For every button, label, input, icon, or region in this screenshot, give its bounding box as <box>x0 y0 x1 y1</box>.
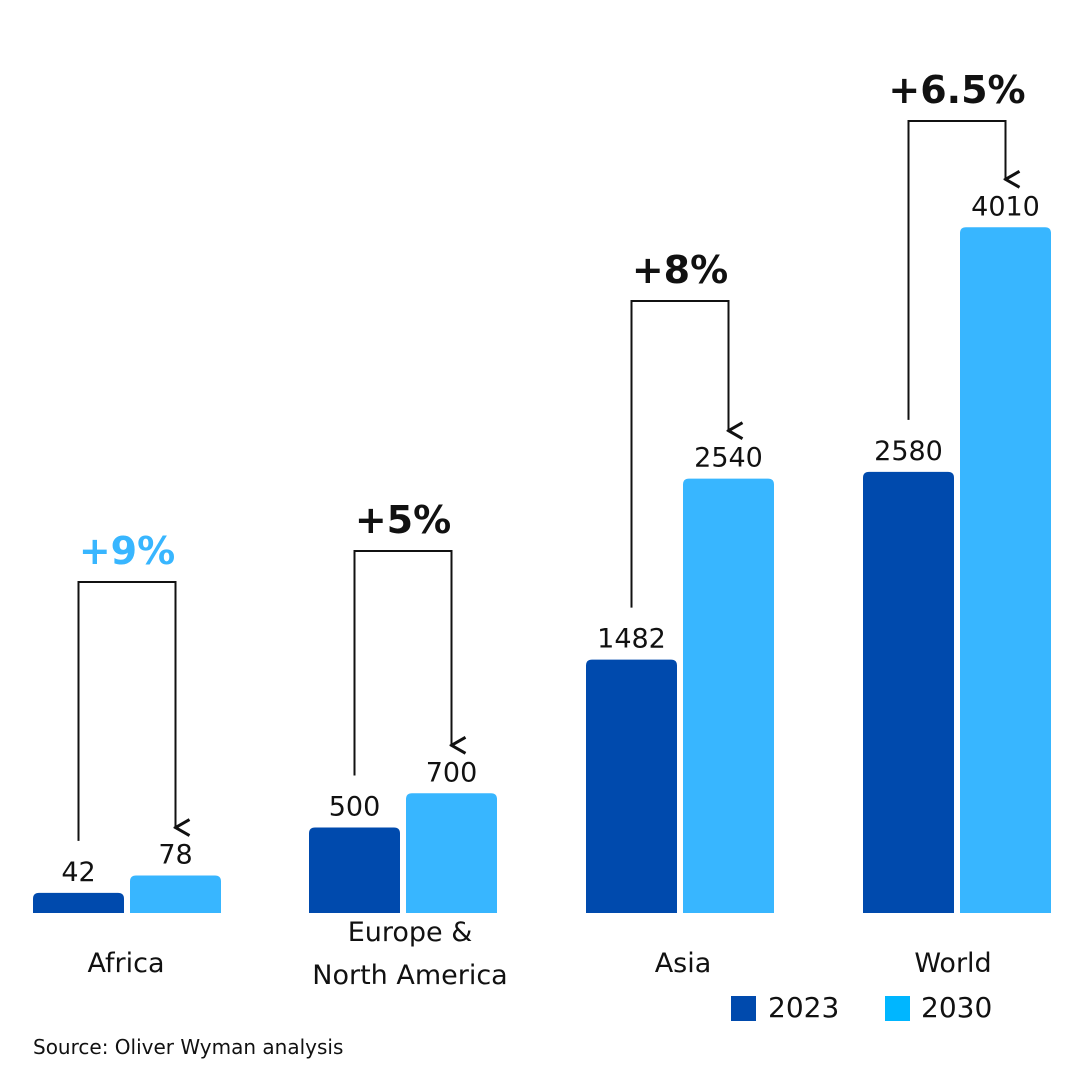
bar-2030-2 <box>683 478 774 913</box>
value-label-2023-3: 2580 <box>874 436 943 467</box>
value-label-2023-0: 42 <box>61 857 95 888</box>
growth-label-2: +8% <box>632 248 728 292</box>
source-note: Source: Oliver Wyman analysis <box>33 1035 343 1059</box>
value-label-2023-1: 500 <box>329 792 381 823</box>
category-label-2: Asia <box>655 948 712 979</box>
growth-bracket-1 <box>353 550 452 776</box>
legend-label-2030: 2030 <box>921 991 992 1024</box>
value-label-2030-0: 78 <box>158 840 192 871</box>
value-label-2030-2: 2540 <box>694 443 763 474</box>
bar-2023-0 <box>33 892 124 913</box>
growth-label-0: +9% <box>79 529 175 573</box>
category-label-1: Europe & <box>348 917 473 948</box>
category-label-1: North America <box>312 960 507 991</box>
value-label-2023-2: 1482 <box>597 624 666 655</box>
growth-bracket-0 <box>77 581 176 841</box>
legend-label-2023: 2023 <box>768 991 839 1024</box>
value-label-2030-3: 4010 <box>971 191 1040 222</box>
legend: 2023 2030 <box>731 991 992 1024</box>
growth-bracket-2 <box>630 300 729 608</box>
bar-2023-3 <box>863 471 954 913</box>
bar-2030-0 <box>130 875 221 913</box>
bar-2023-2 <box>586 659 677 913</box>
legend-swatch-2030 <box>885 996 910 1021</box>
value-label-2030-1: 700 <box>426 757 478 788</box>
category-label-3: World <box>914 948 991 979</box>
bar-2030-1 <box>406 793 497 913</box>
category-label-0: Africa <box>87 948 164 979</box>
growth-label-3: +6.5% <box>888 68 1025 112</box>
growth-label-1: +5% <box>355 498 451 542</box>
bar-2023-1 <box>309 827 400 913</box>
legend-swatch-2023 <box>731 996 756 1021</box>
bar-2030-3 <box>960 227 1051 914</box>
growth-bracket-3 <box>907 120 1006 420</box>
